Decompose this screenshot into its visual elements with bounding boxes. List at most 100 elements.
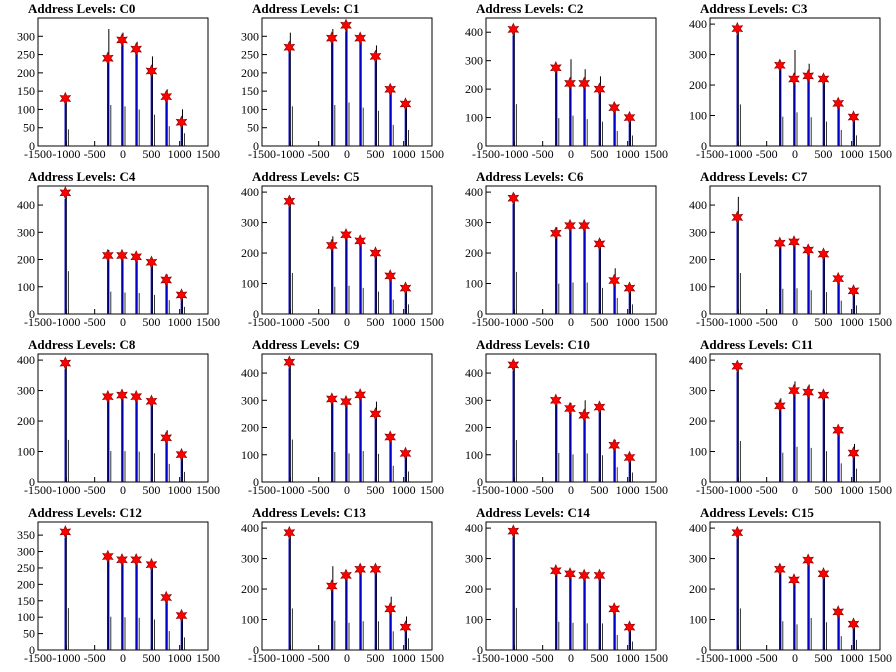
y-tick-label: 0	[253, 643, 259, 657]
y-tick-label: 200	[689, 78, 707, 92]
peak-marker	[160, 431, 173, 445]
y-tick-label: 300	[689, 552, 707, 566]
chart-title: Address Levels: C5	[252, 169, 360, 184]
peak-marker	[802, 69, 815, 83]
chart-panel: Address Levels: C9 0 100 200 300 400 -1500 -100…	[241, 337, 444, 497]
y-tick-label: 0	[477, 139, 483, 153]
y-tick-label: 300	[241, 393, 259, 407]
chart-title: Address Levels: C13	[252, 505, 366, 520]
peak-marker	[817, 388, 830, 402]
peak-marker	[160, 89, 173, 104]
chart-panel: Address Levels: C6 0 100 200 300 400 -1500 -100…	[465, 169, 668, 329]
peak-marker	[369, 407, 382, 421]
y-tick-label: 300	[241, 552, 259, 566]
peak-marker	[507, 358, 520, 372]
x-tick-label: 500	[590, 483, 608, 497]
peak-marker	[832, 423, 845, 437]
x-tick-label: 500	[366, 651, 384, 665]
peak-marker	[354, 31, 367, 45]
y-tick-label: 100	[689, 613, 707, 627]
x-tick-label: 1000	[168, 315, 192, 329]
peak-marker	[325, 238, 338, 253]
chart-title: Address Levels: C12	[28, 505, 142, 520]
peak-marker	[623, 450, 636, 465]
chart-panel: Address Levels: C2 0 100 200 300 400 -1500 -100…	[465, 1, 668, 161]
y-tick-label: 100	[241, 613, 259, 627]
x-tick-label: -1000	[276, 651, 304, 665]
y-tick-label: 400	[689, 198, 707, 212]
x-tick-label: 500	[366, 483, 384, 497]
peak-marker	[549, 393, 562, 408]
x-tick-label: 1000	[392, 483, 416, 497]
x-tick-label: 1500	[196, 315, 220, 329]
x-tick-label: 500	[814, 315, 832, 329]
peak-marker	[283, 40, 296, 55]
peak-marker	[160, 273, 173, 287]
y-tick-label: 100	[17, 280, 35, 294]
x-tick-label: -1000	[500, 651, 528, 665]
peak-marker	[773, 58, 786, 72]
peak-marker	[623, 620, 636, 634]
chart-title: Address Levels: C10	[476, 337, 590, 352]
peak-marker	[608, 100, 621, 115]
x-tick-label: -1500	[248, 147, 276, 161]
x-tick-label: -500	[308, 315, 330, 329]
x-tick-label: 1000	[616, 315, 640, 329]
peak-marker	[578, 76, 591, 91]
x-tick-label: 0	[792, 315, 798, 329]
y-tick-label: 300	[17, 545, 35, 559]
y-tick-label: 50	[23, 627, 35, 641]
y-tick-label: 400	[465, 185, 483, 199]
peak-marker	[384, 82, 397, 97]
y-tick-label: 200	[465, 82, 483, 96]
peak-marker	[145, 255, 158, 270]
x-tick-label: 1000	[616, 651, 640, 665]
y-tick-label: 300	[465, 552, 483, 566]
peak-marker	[623, 281, 636, 295]
peak-marker	[130, 389, 143, 404]
peak-marker	[773, 399, 786, 413]
x-tick-label: -1000	[500, 147, 528, 161]
x-tick-label: 0	[120, 651, 126, 665]
x-tick-label: -1000	[724, 483, 752, 497]
y-tick-label: 150	[17, 84, 35, 98]
x-tick-label: -500	[308, 147, 330, 161]
y-tick-label: 0	[477, 643, 483, 657]
y-tick-label: 0	[253, 307, 259, 321]
peak-marker	[788, 235, 800, 249]
y-tick-label: 400	[689, 353, 707, 367]
x-tick-label: -1000	[724, 315, 752, 329]
y-tick-label: 200	[17, 577, 35, 591]
y-tick-label: 100	[465, 448, 483, 462]
y-tick-label: 200	[689, 414, 707, 428]
x-tick-label: -500	[84, 651, 106, 665]
x-tick-label: -500	[532, 483, 554, 497]
peak-marker	[564, 76, 576, 91]
y-tick-label: 300	[465, 54, 483, 68]
x-tick-label: 1500	[196, 147, 220, 161]
x-tick-label: 1000	[168, 483, 192, 497]
x-tick-label: -500	[532, 147, 554, 161]
peak-marker	[731, 359, 744, 373]
chart-panel: Address Levels: C5 0 100 200 300 400 -1500 -100…	[241, 169, 444, 329]
peak-marker	[59, 91, 72, 106]
x-tick-label: -1000	[276, 147, 304, 161]
y-tick-label: 0	[701, 139, 707, 153]
x-tick-label: -500	[84, 315, 106, 329]
x-tick-label: 0	[344, 315, 350, 329]
peak-marker	[608, 602, 621, 616]
y-tick-label: 0	[701, 643, 707, 657]
peak-marker	[384, 269, 397, 283]
y-tick-label: 200	[17, 253, 35, 267]
peak-marker	[340, 228, 352, 242]
x-tick-label: 0	[120, 315, 126, 329]
x-tick-label: 0	[120, 147, 126, 161]
chart-title: Address Levels: C9	[252, 337, 360, 352]
peak-marker	[593, 237, 606, 251]
chart-panel: Address Levels: C14 0 100 200 300 400 -1500 -10…	[465, 505, 668, 665]
y-tick-label: 100	[17, 445, 35, 459]
chart-panel: Address Levels: C1 0 50 100 150 200 250 300 -150…	[241, 1, 444, 161]
y-tick-label: 200	[17, 414, 35, 428]
peak-marker	[145, 64, 158, 78]
x-tick-label: 500	[590, 315, 608, 329]
